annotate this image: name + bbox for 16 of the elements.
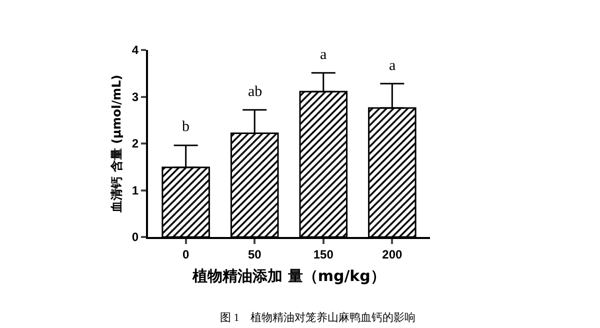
annotation: a [320, 47, 327, 63]
y-tick-label: 2 [132, 136, 139, 151]
y-tick-label: 3 [132, 90, 139, 104]
y-tick-label: 1 [132, 183, 139, 198]
y-tick-label: 4 [132, 43, 139, 58]
x-tick-label: 150 [313, 247, 334, 262]
annotation: ab [248, 84, 262, 100]
x-axis-title: 植物精油添加 量（mg/kg） [192, 266, 386, 285]
y-tick-label: 0 [132, 230, 139, 244]
x-tick-label: 50 [248, 247, 262, 262]
x-tick-label: 0 [182, 247, 190, 262]
x-tick-label: 200 [382, 247, 402, 262]
annotation: b [182, 119, 190, 135]
annotation: a [389, 58, 396, 74]
caption: 图 1 植物精油对笼养山麻鸭血钙的影响 [220, 311, 416, 324]
y-axis-title: 血清钙 含量 (μmol/mL) [110, 74, 124, 214]
